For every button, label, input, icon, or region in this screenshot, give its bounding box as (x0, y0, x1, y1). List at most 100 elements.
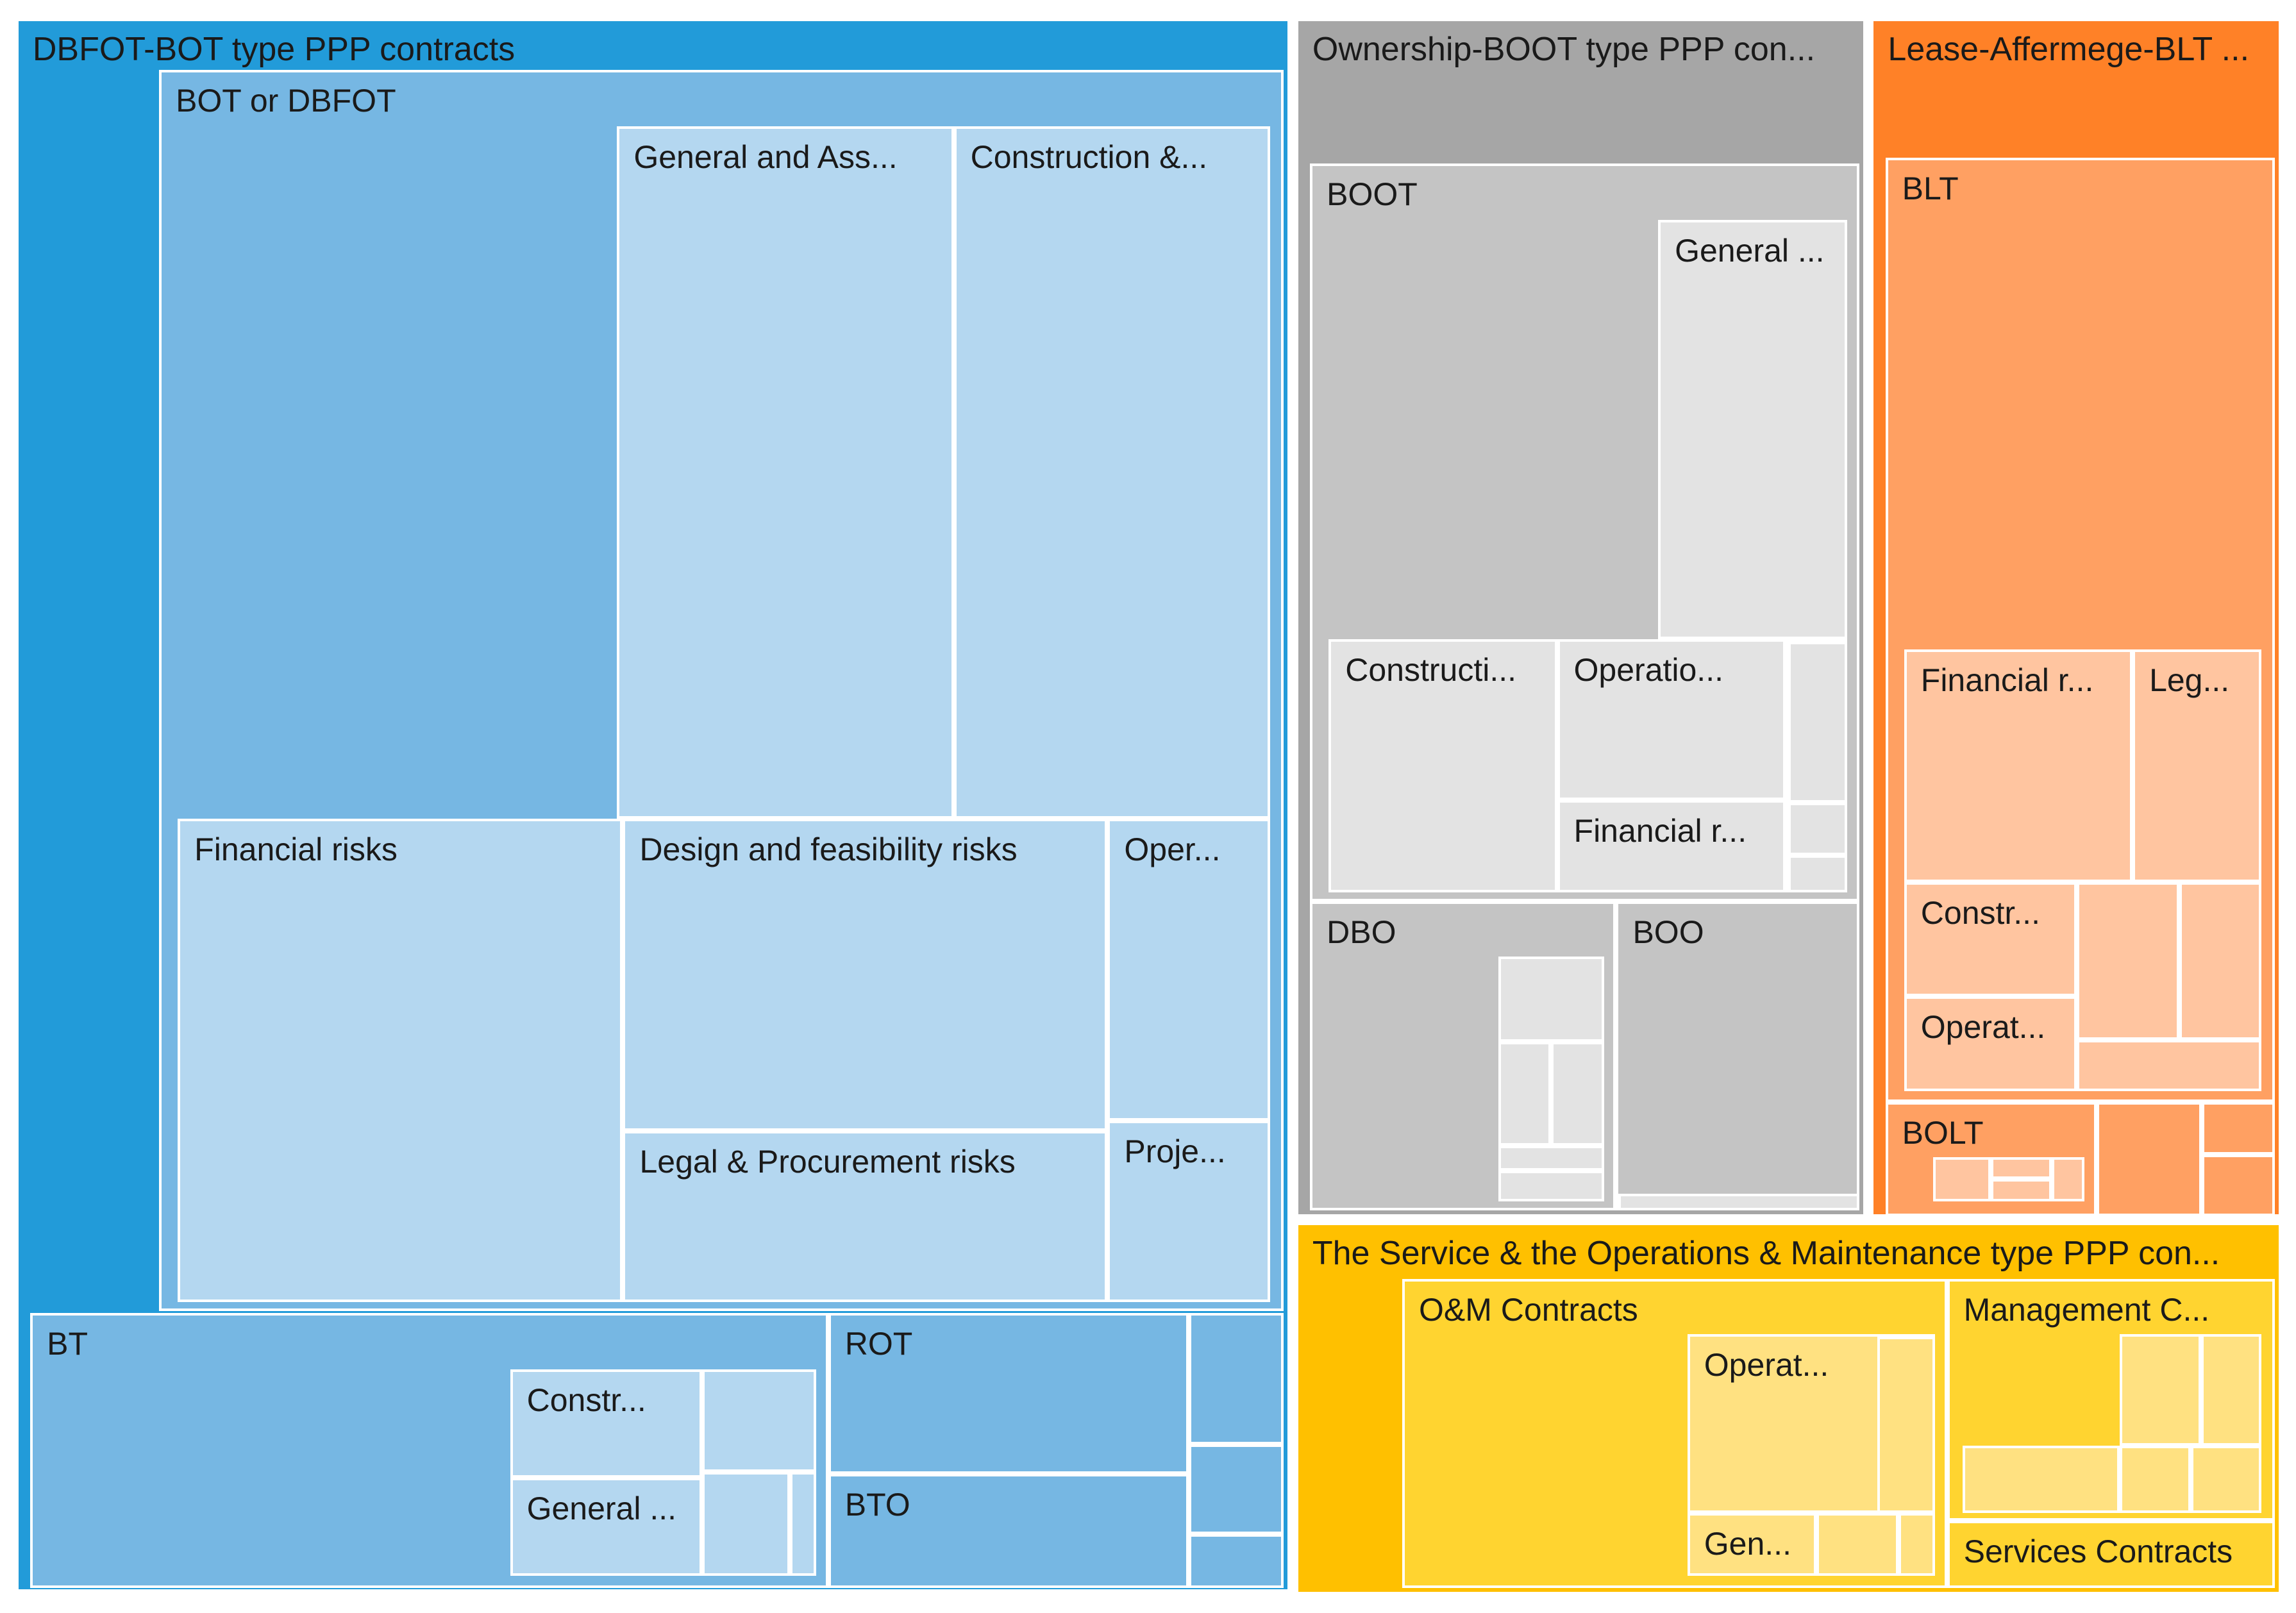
cell-label: DBFOT-BOT type PPP contracts (32, 31, 515, 69)
cell-unlabeled-subdivision[interactable] (1877, 1337, 1932, 1511)
cell-unlabeled-0-1-3[interactable] (701, 1472, 790, 1576)
cell-unlabeled-subdivision[interactable] (1990, 1157, 2052, 1180)
cell-unlabeled-subdivision[interactable] (2201, 1155, 2275, 1215)
cell-services-contracts-3-2[interactable]: Services Contracts (1947, 1521, 2275, 1589)
cell-blt-2-0[interactable]: BLT Financial r... Leg... Constr... Operat..… (1885, 157, 2275, 1102)
cell-bolt-2-1[interactable]: BOLT (1885, 1101, 2097, 1215)
cell-unlabeled-subdivision[interactable] (2096, 1101, 2202, 1215)
cell-unlabeled-subdivision[interactable] (2119, 1445, 2191, 1514)
cell-legal-procurement-risks-0-0-4[interactable]: Legal & Procurement risks (623, 1130, 1108, 1303)
cell-unlabeled-subdivision[interactable] (1498, 1170, 1604, 1201)
cell-unlabeled-subdivision[interactable] (2119, 1334, 2202, 1446)
cell-gen-3-0-1[interactable]: Gen... (1687, 1513, 1816, 1576)
cell-unlabeled-subdivision[interactable] (1816, 1513, 1898, 1576)
cell-label: Financial r... (1573, 812, 1747, 849)
cell-unlabeled-subdivision[interactable] (1788, 641, 1845, 803)
group-dbfot-bot-type-ppp-contracts-0[interactable]: DBFOT-BOT type PPP contracts BOT or DBFOT… (14, 17, 1292, 1593)
cell-general-0-1-1[interactable]: General ... (510, 1478, 702, 1576)
cell-unlabeled-subdivision[interactable] (1788, 855, 1845, 890)
cell-unlabeled-0-1-4[interactable] (789, 1472, 816, 1576)
cell-unlabeled-subdivision[interactable] (1990, 1179, 2052, 1201)
cell-constructi-1-0-1[interactable]: Constructi... (1328, 639, 1557, 892)
cell-unlabeled-subdivision[interactable] (2201, 1334, 2262, 1446)
cell-unlabeled-subdivision[interactable] (1963, 1445, 2120, 1514)
cell-unlabeled-subdivision[interactable] (1498, 1145, 1604, 1171)
cell-financial-r-2-0-0[interactable]: Financial r... (1904, 649, 2133, 882)
cell-general-1-0-0[interactable]: General ... (1658, 220, 1847, 639)
cell-proje-0-0-6[interactable]: Proje... (1107, 1120, 1270, 1303)
cell-label: O&M Contracts (1419, 1292, 1638, 1328)
cell-label: DBO (1327, 914, 1396, 950)
cell-oper-0-0-5[interactable]: Oper... (1107, 819, 1270, 1121)
cell-label: BT (47, 1325, 88, 1362)
cell-label: BTO (844, 1486, 910, 1523)
cell-unlabeled-subdivision[interactable] (1498, 1041, 1552, 1146)
cell-label: ROT (844, 1325, 913, 1362)
cell-operatio-1-0-2[interactable]: Operatio... (1557, 639, 1786, 800)
cell-unlabeled-subdivision[interactable] (1933, 1157, 1991, 1201)
cell-label: General ... (1675, 233, 1825, 269)
cell-unlabeled-subdivision[interactable] (2201, 1101, 2275, 1155)
cell-label: Proje... (1124, 1133, 1226, 1169)
cell-label: Operat... (1704, 1347, 1829, 1383)
cell-design-and-feasibility-risks-0-0-3[interactable]: Design and feasibility risks (623, 819, 1108, 1131)
cell-rot-0-2[interactable]: ROT (828, 1312, 1189, 1474)
cell-construction-0-0-1[interactable]: Construction &... (953, 126, 1270, 819)
cell-label: BOO (1632, 914, 1704, 950)
cell-label: BOLT (1902, 1114, 1984, 1151)
cell-constr-2-0-2[interactable]: Constr... (1904, 882, 2077, 996)
cell-label: General and Ass... (633, 139, 898, 176)
cell-unlabeled-0-6[interactable] (1188, 1534, 1284, 1589)
cell-o-m-contracts-3-0[interactable]: O&M Contracts Operat... Gen... (1402, 1279, 1947, 1589)
cell-label: Construction &... (970, 139, 1208, 176)
cell-general-and-ass-0-0-0[interactable]: General and Ass... (617, 126, 954, 819)
cell-unlabeled-0-4[interactable] (1188, 1312, 1284, 1445)
cell-unlabeled-subdivision[interactable] (1898, 1513, 1935, 1576)
cell-management-c-3-1[interactable]: Management C... (1947, 1279, 2275, 1521)
cell-unlabeled-subdivision[interactable] (2179, 882, 2262, 1041)
cell-label: Operat... (1920, 1008, 2046, 1045)
cell-operat-2-0-3[interactable]: Operat... (1904, 996, 2077, 1092)
cell-label: Constructi... (1345, 651, 1516, 688)
cell-unlabeled-subdivision[interactable] (2077, 1040, 2262, 1092)
cell-unlabeled-0-1-2[interactable] (701, 1369, 816, 1473)
cell-unlabeled-1-0-4[interactable] (1785, 639, 1847, 892)
group-lease-affermege-blt-2[interactable]: Lease-Affermege-BLT ... BLT Financial r...… (1870, 17, 2283, 1219)
cell-label: Ownership-BOOT type PPP con... (1312, 31, 1816, 69)
cell-label: Gen... (1704, 1526, 1791, 1562)
cell-label: Financial risks (194, 832, 398, 868)
cell-operat-3-0-0[interactable]: Operat... (1687, 1334, 1935, 1513)
cell-label: The Service & the Operations & Maintenan… (1312, 1234, 2220, 1272)
cell-label: BOOT (1327, 176, 1418, 212)
cell-unlabeled-0-5[interactable] (1188, 1444, 1284, 1534)
cell-unlabeled-subdivision[interactable] (2052, 1157, 2084, 1201)
cell-bot-or-dbfot-0-0[interactable]: BOT or DBFOT General and Ass... Constructi… (159, 69, 1284, 1312)
group-the-service-the-operations-maintenance-type-ppp-con-3[interactable]: The Service & the Operations & Maintenan… (1294, 1221, 2283, 1596)
cell-label: BOT or DBFOT (176, 82, 396, 119)
cell-dbo-1-1[interactable]: DBO (1310, 901, 1616, 1210)
cell-label: Legal & Procurement risks (639, 1143, 1016, 1180)
cell-boot-1-0[interactable]: BOOT General ... Constructi... Operatio... F… (1310, 163, 1859, 901)
cell-unlabeled-subdivision[interactable] (1551, 1041, 1604, 1146)
cell-unlabeled-subdivision[interactable] (1788, 802, 1845, 855)
cell-label: Financial r... (1920, 662, 2094, 698)
cell-boo-1-2[interactable]: BOO (1616, 901, 1859, 1210)
cell-label: General ... (526, 1491, 677, 1527)
cell-bto-0-3[interactable]: BTO (828, 1473, 1189, 1589)
cell-label: Constr... (1920, 894, 2040, 931)
cell-unlabeled-subdivision[interactable] (2191, 1445, 2262, 1514)
cell-financial-risks-0-0-2[interactable]: Financial risks (178, 819, 623, 1303)
cell-unlabeled-subdivision[interactable] (2077, 882, 2180, 1041)
cell-label: Constr... (526, 1382, 646, 1419)
cell-label: Operatio... (1573, 651, 1723, 688)
cell-bt-0-1[interactable]: BT Constr... General ... (30, 1312, 828, 1589)
group-ownership-boot-type-ppp-con-1[interactable]: Ownership-BOOT type PPP con... BOOT Genera… (1294, 17, 1867, 1219)
cell-unlabeled-subdivision[interactable] (1498, 957, 1604, 1042)
cell-leg-2-0-1[interactable]: Leg... (2133, 649, 2262, 882)
cell-unlabeled-subdivision[interactable] (1618, 1194, 1857, 1208)
cell-label: Oper... (1124, 832, 1221, 868)
cell-label: BLT (1902, 170, 1959, 206)
cell-financial-r-1-0-3[interactable]: Financial r... (1557, 799, 1786, 892)
cell-constr-0-1-0[interactable]: Constr... (510, 1369, 702, 1478)
